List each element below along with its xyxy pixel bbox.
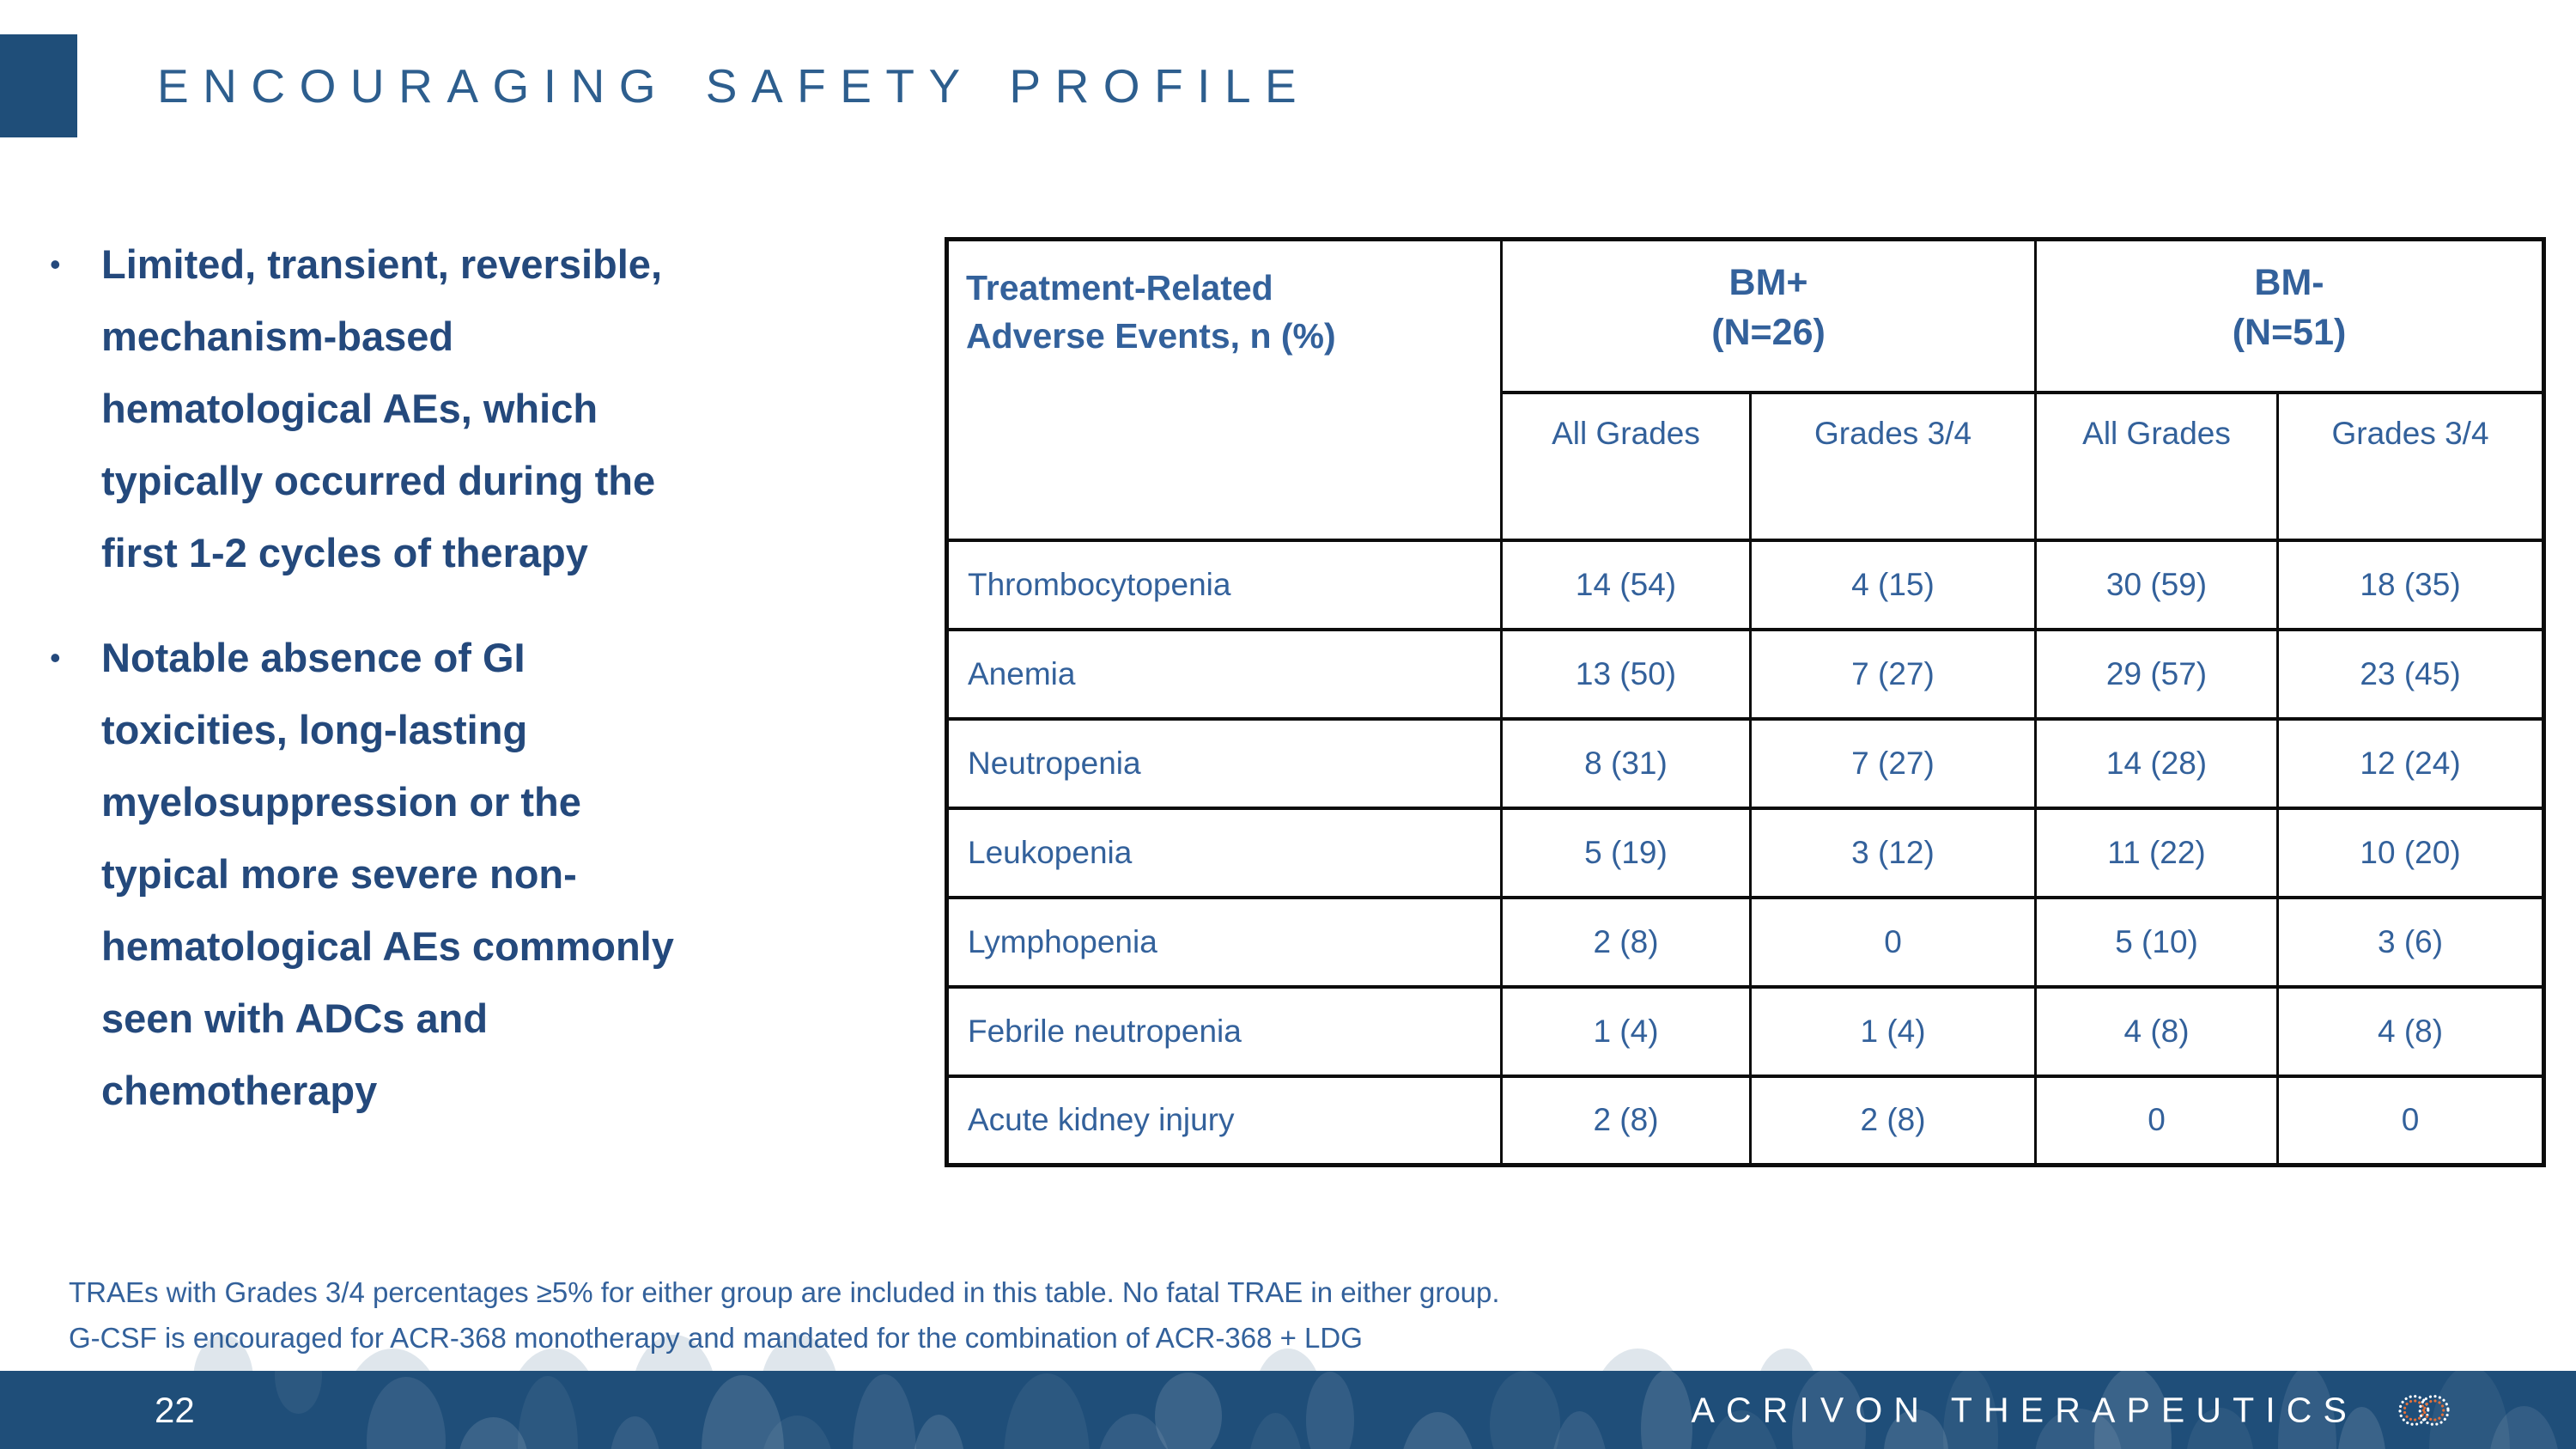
table-cell: 0 — [1748, 895, 2038, 989]
footer-pattern-ellipse — [367, 1377, 446, 1449]
footer-pattern-ellipse — [518, 1376, 578, 1449]
bullet-marker: • — [50, 640, 61, 675]
table-row: Febrile neutropenia 1 (4) 1 (4) 4 (8) 4 (8) — [945, 984, 2546, 1078]
row-label: Lymphopenia — [945, 895, 1503, 989]
group-n: (N=51) — [2232, 312, 2347, 354]
row-label: Neutropenia — [945, 716, 1503, 810]
table-row: Anemia 13 (50) 7 (27) 29 (57) 23 (45) — [945, 627, 2546, 721]
table-cell: 29 (57) — [2034, 627, 2280, 721]
footer-bar: 22 ACRIVON THERAPEUTICS — [0, 1371, 2576, 1449]
bullet-text: Limited, transient, reversible, mechanis… — [101, 241, 662, 575]
table-cell: 11 (22) — [2034, 806, 2280, 899]
table-cell: 23 (45) — [2276, 627, 2546, 721]
pale-ellipse — [1756, 1349, 1818, 1371]
pale-ellipse — [1589, 1349, 1687, 1371]
group-label: BM+ — [1728, 262, 1808, 304]
table-cell: 5 (10) — [2034, 895, 2280, 989]
footer-pattern-ellipse — [275, 1371, 322, 1414]
row-label: Acute kidney injury — [945, 1074, 1503, 1167]
table-cell: 0 — [2034, 1074, 2280, 1167]
table-cell: 8 (31) — [1500, 716, 1752, 810]
subheader-grades-34: Grades 3/4 — [1748, 390, 2038, 542]
table-row: Thrombocytopenia 14 (54) 4 (15) 30 (59) 18 (… — [945, 538, 2546, 631]
row-label: Febrile neutropenia — [945, 984, 1503, 1078]
table-cell: 30 (59) — [2034, 538, 2280, 631]
table-cell: 1 (4) — [1500, 984, 1752, 1078]
table-cell: 13 (50) — [1500, 627, 1752, 721]
title-accent-square — [0, 34, 77, 137]
table-cell: 4 (15) — [1748, 538, 2038, 631]
page-number: 22 — [155, 1389, 195, 1430]
bullet-marker: • — [50, 247, 61, 282]
bullet-list: • Limited, transient, reversible, mechan… — [39, 228, 915, 1160]
group-header-bm-positive: BM+ (N=26) — [1499, 237, 2038, 394]
subheader-all-grades: All Grades — [2034, 390, 2280, 542]
table-cell: 7 (27) — [1748, 716, 2038, 810]
bullet-text: Notable absence of GI toxicities, long-l… — [101, 635, 674, 1113]
table-cell: 12 (24) — [2276, 716, 2546, 810]
footnote-line: G-CSF is encouraged for ACR-368 monother… — [69, 1322, 1363, 1354]
table-row: Leukopenia 5 (19) 3 (12) 11 (22) 10 (20) — [945, 806, 2546, 899]
footer-pattern-ellipse — [1641, 1371, 1692, 1449]
row-label: Thrombocytopenia — [945, 538, 1503, 631]
footnotes: TRAEs with Grades 3/4 percentages ≥5% fo… — [69, 1269, 1500, 1361]
table-row: Lymphopenia 2 (8) 0 5 (10) 3 (6) — [945, 895, 2546, 989]
footer-pattern-ellipse — [1155, 1373, 1222, 1449]
brand-name: ACRIVON THERAPEUTICS — [1691, 1390, 2358, 1429]
table-corner-header: Treatment-Related Adverse Events, n (%) — [945, 237, 1503, 542]
table-cell: 2 (8) — [1500, 1074, 1752, 1167]
row-label: Leukopenia — [945, 806, 1503, 899]
group-n: (N=26) — [1711, 312, 1826, 354]
footer-pattern-ellipse — [1490, 1371, 1560, 1449]
adverse-events-table: Treatment-Related Adverse Events, n (%) … — [945, 237, 2547, 1167]
bullet-item: • Notable absence of GI toxicities, long… — [39, 622, 915, 1127]
row-label: Anemia — [945, 627, 1503, 721]
footer-pattern-ellipse — [912, 1415, 966, 1449]
table-cell: 14 (28) — [2034, 716, 2280, 810]
footer-pattern-ellipse — [1004, 1373, 1090, 1449]
table-cell: 18 (35) — [2276, 538, 2546, 631]
table-cell: 14 (54) — [1500, 538, 1752, 631]
table-cell: 10 (20) — [2276, 806, 2546, 899]
bullet-item: • Limited, transient, reversible, mechan… — [39, 228, 915, 589]
table-cell: 5 (19) — [1500, 806, 1752, 899]
subheader-grades-34: Grades 3/4 — [2276, 390, 2546, 542]
table-row: Neutropenia 8 (31) 7 (27) 14 (28) 12 (24) — [945, 716, 2546, 810]
footer-pattern-ellipse — [853, 1374, 916, 1449]
group-label: BM- — [2254, 262, 2324, 304]
table-cell: 2 (8) — [1748, 1074, 2038, 1167]
table-cell: 4 (8) — [2034, 984, 2280, 1078]
table-cell: 7 (27) — [1748, 627, 2038, 721]
acrivon-logo-icon — [2398, 1394, 2450, 1426]
table-row: Acute kidney injury 2 (8) 2 (8) 0 0 — [945, 1074, 2546, 1167]
table-cell: 4 (8) — [2276, 984, 2546, 1078]
page-title: ENCOURAGING SAFETY PROFILE — [157, 59, 1311, 113]
table-cell: 1 (4) — [1748, 984, 2038, 1078]
table-cell: 3 (12) — [1748, 806, 2038, 899]
footer-pattern-ellipse — [1306, 1372, 1354, 1449]
footer-pattern-ellipse — [610, 1416, 660, 1449]
footer-pattern-ellipse — [1247, 1413, 1304, 1449]
footnote-line: TRAEs with Grades 3/4 percentages ≥5% fo… — [69, 1276, 1500, 1308]
table-cell: 0 — [2276, 1074, 2546, 1167]
table-cell: 3 (6) — [2276, 895, 2546, 989]
subheader-all-grades: All Grades — [1500, 390, 1752, 542]
table-body: Thrombocytopenia 14 (54) 4 (15) 30 (59) 18 (… — [945, 538, 2546, 1167]
table-cell: 2 (8) — [1500, 895, 1752, 989]
footer-pattern-ellipse — [1398, 1412, 1478, 1449]
group-header-bm-negative: BM- (N=51) — [2034, 237, 2546, 394]
